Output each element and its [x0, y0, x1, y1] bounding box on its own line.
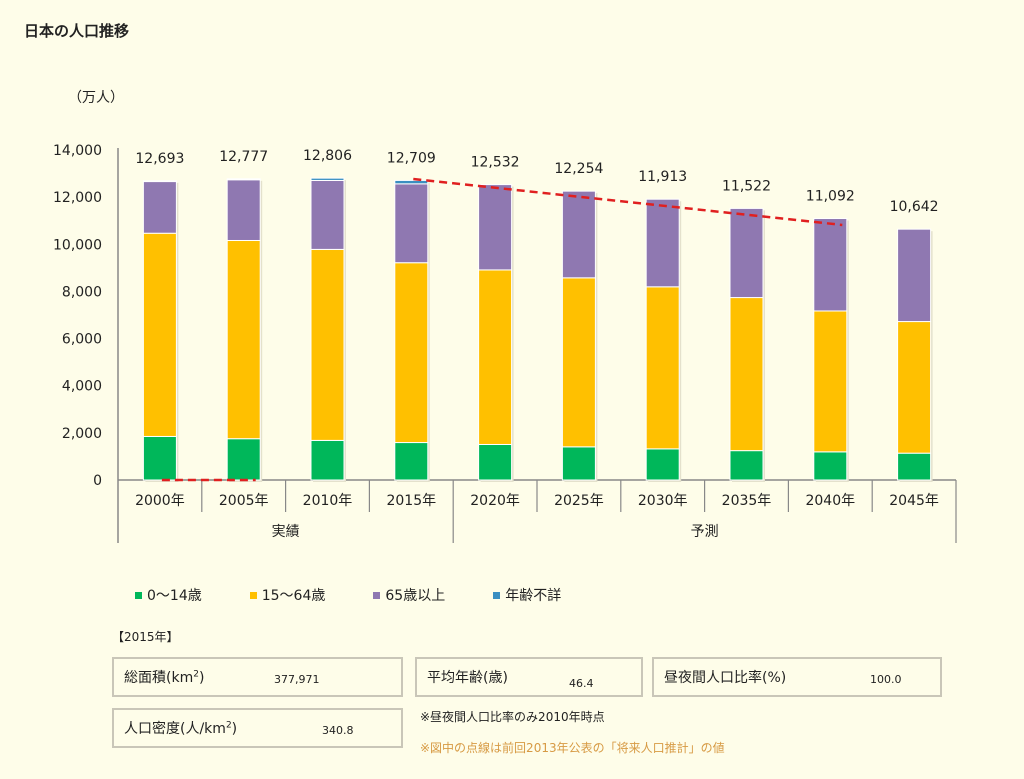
info-box-area: 総面積(km2) 377,971	[112, 657, 403, 697]
bar-total-label: 11,522	[722, 178, 771, 194]
legend-item-65-plus: 65歳以上	[373, 585, 445, 605]
bar-segment	[897, 228, 932, 323]
legend-swatch-0-14	[135, 591, 142, 599]
density-value: 340.8	[322, 724, 354, 737]
bar-segment	[310, 177, 345, 181]
x-tick-label: 2030年	[638, 493, 688, 509]
legend-swatch-65-plus	[373, 591, 381, 599]
x-tick-label: 2010年	[303, 493, 353, 509]
legend-swatch-15-64	[249, 591, 257, 599]
bar-segment	[813, 310, 848, 453]
bar-segment	[226, 178, 261, 181]
day-night-ratio-label: 昼夜間人口比率(%)	[664, 670, 787, 686]
note-day-night-ratio: ※昼夜間人口比率のみ2010年時点	[420, 710, 605, 724]
density-label: 人口密度(人/km2)	[124, 720, 238, 737]
legend-label-unknown: 年齢不詳	[505, 588, 562, 604]
bar-segment	[310, 248, 345, 441]
bar-total-label: 12,254	[554, 161, 603, 177]
bar-segment	[561, 446, 596, 481]
y-tick-label: 2,000	[62, 426, 102, 442]
y-tick-label: 10,000	[53, 237, 102, 253]
bar-segment	[142, 180, 177, 183]
y-tick-label: 12,000	[53, 190, 102, 206]
x-tick-label: 2000年	[135, 493, 185, 509]
average-age-label: 平均年齢(歳)	[427, 670, 508, 686]
y-tick-label: 4,000	[62, 379, 102, 395]
bar-segment	[394, 183, 429, 264]
average-age-value: 46.4	[569, 677, 594, 690]
bar-segment	[142, 232, 177, 437]
y-axis-unit-label: （万人）	[68, 90, 124, 106]
x-tick-label: 2015年	[386, 493, 436, 509]
info-box-average-age: 平均年齢(歳) 46.4	[415, 657, 643, 697]
bar-total-label: 10,642	[890, 199, 939, 215]
bar-total-label: 12,693	[135, 151, 184, 167]
legend-label-65-plus: 65歳以上	[385, 588, 446, 604]
y-tick-label: 0	[93, 473, 102, 489]
x-tick-label: 2020年	[470, 493, 520, 509]
bar-segment	[310, 439, 345, 481]
bar-segment	[226, 239, 261, 440]
bar-segment	[142, 435, 177, 481]
bar-total-label: 12,806	[303, 148, 352, 164]
legend-label-0-14: 0〜14歳	[147, 588, 202, 604]
legend-item-unknown: 年齢不詳	[493, 585, 561, 605]
bar-segment	[142, 180, 177, 234]
legend-item-0-14: 0〜14歳	[135, 585, 202, 605]
bar-segment	[897, 452, 932, 481]
bar-segment	[813, 218, 848, 312]
bar-segment	[478, 443, 513, 481]
x-tick-label: 2025年	[554, 493, 604, 509]
area-value: 377,971	[274, 673, 320, 686]
x-group-label: 予測	[691, 524, 719, 540]
bar-total-label: 11,913	[638, 169, 687, 185]
bar-segment	[561, 277, 596, 448]
bar-segment	[729, 207, 764, 299]
bar-segment	[394, 442, 429, 481]
x-group-label: 実績	[272, 524, 300, 540]
bar-segment	[813, 451, 848, 481]
bar-segment	[226, 179, 261, 241]
bar-segment	[310, 179, 345, 250]
bar-segment	[478, 269, 513, 445]
info-box-density: 人口密度(人/km2) 340.8	[112, 708, 403, 748]
bar-total-label: 12,709	[387, 150, 436, 166]
y-tick-label: 6,000	[62, 332, 102, 348]
bar-segment	[729, 450, 764, 481]
chart-title: 日本の人口推移	[24, 22, 130, 40]
y-tick-label: 14,000	[53, 143, 102, 159]
note-dashed-line: ※図中の点線は前回2013年公表の「将来人口推計」の値	[420, 741, 725, 755]
previous-forecast-dashed-line	[413, 177, 843, 227]
bar-segment	[645, 448, 680, 481]
legend-item-15-64: 15〜64歳	[249, 585, 326, 605]
bar-segment	[478, 184, 513, 271]
bar-segment	[897, 321, 932, 454]
legend-label-15-64: 15〜64歳	[261, 588, 326, 604]
x-tick-label: 2040年	[805, 493, 855, 509]
x-tick-label: 2045年	[889, 493, 939, 509]
bar-total-label: 12,777	[219, 149, 268, 165]
bar-segment	[561, 190, 596, 279]
bar-segment	[226, 438, 261, 481]
legend-swatch-unknown	[493, 591, 501, 599]
x-tick-label: 2005年	[219, 493, 269, 509]
info-box-day-night-ratio: 昼夜間人口比率(%) 100.0	[652, 657, 942, 697]
legend: 0〜14歳 15〜64歳 65歳以上 年齢不詳	[135, 585, 609, 605]
population-chart: 0 2,000 4,000 6,000 8,000 10,000 12,000 14,000 2…	[53, 143, 957, 543]
day-night-ratio-value: 100.0	[870, 673, 902, 686]
bar-segment	[394, 262, 429, 444]
info-year-label: 【2015年】	[112, 630, 179, 644]
bar-segment	[645, 198, 680, 288]
y-tick-label: 8,000	[62, 284, 102, 300]
bar-total-label: 12,532	[471, 155, 520, 171]
x-tick-label: 2035年	[722, 493, 772, 509]
bar-segment	[729, 297, 764, 452]
bar-total-label: 11,092	[806, 189, 855, 205]
area-label: 総面積(km2)	[124, 669, 205, 686]
bar-segment	[394, 179, 429, 185]
bar-segment	[645, 286, 680, 450]
